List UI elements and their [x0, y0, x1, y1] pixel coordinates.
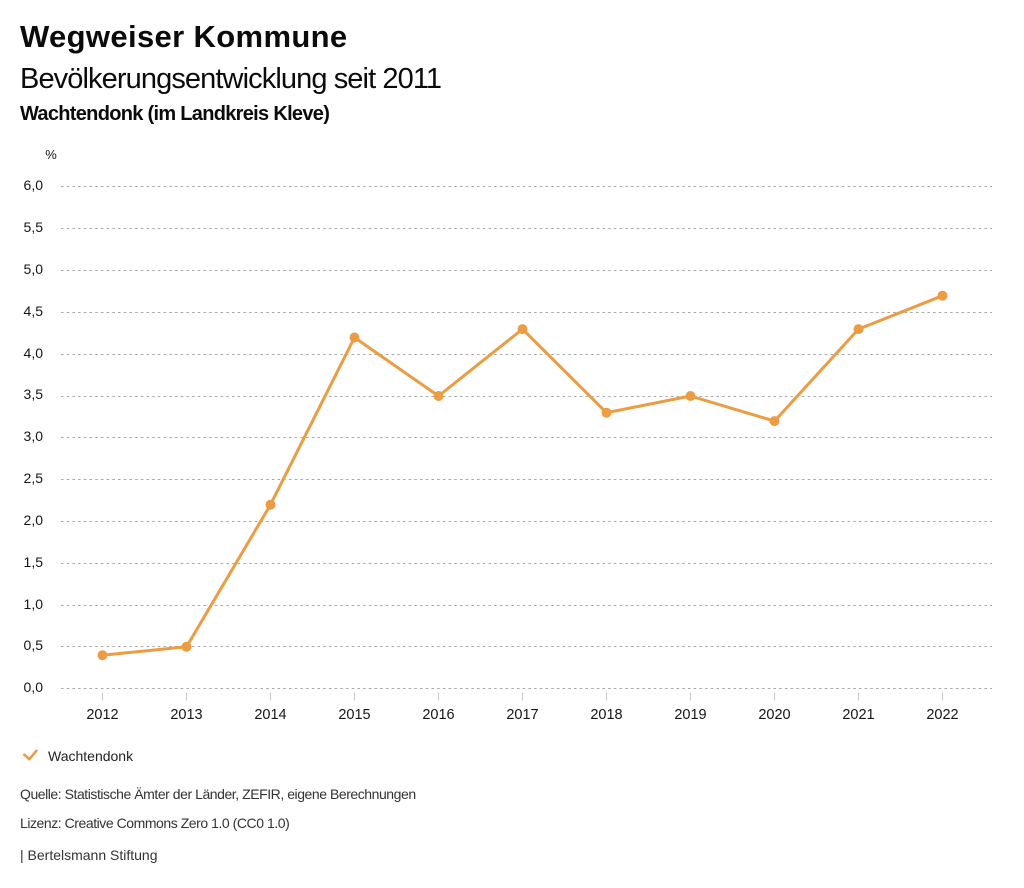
svg-text:2,0: 2,0: [24, 512, 44, 528]
svg-text:6,0: 6,0: [24, 177, 44, 193]
svg-text:0,5: 0,5: [24, 637, 44, 653]
svg-text:2019: 2019: [674, 707, 706, 723]
svg-text:1,5: 1,5: [24, 554, 44, 570]
svg-text:5,5: 5,5: [24, 219, 44, 235]
svg-text:2018: 2018: [590, 707, 622, 723]
svg-text:2013: 2013: [170, 707, 202, 723]
svg-text:5,0: 5,0: [24, 261, 44, 277]
svg-text:2021: 2021: [842, 707, 874, 723]
svg-text:2020: 2020: [758, 707, 790, 723]
svg-text:2012: 2012: [86, 707, 118, 723]
svg-text:1,0: 1,0: [24, 596, 44, 612]
svg-text:2,5: 2,5: [24, 470, 44, 486]
svg-text:2016: 2016: [422, 707, 454, 723]
svg-text:4,5: 4,5: [24, 303, 44, 319]
svg-text:2015: 2015: [338, 707, 370, 723]
svg-text:3,0: 3,0: [24, 428, 44, 444]
svg-text:3,5: 3,5: [24, 386, 44, 402]
svg-text:2017: 2017: [506, 707, 538, 723]
svg-text:2022: 2022: [926, 707, 958, 723]
svg-text:0,0: 0,0: [24, 679, 44, 695]
svg-text:2014: 2014: [254, 707, 286, 723]
svg-text:4,0: 4,0: [24, 345, 44, 361]
svg-text:%: %: [45, 147, 57, 162]
